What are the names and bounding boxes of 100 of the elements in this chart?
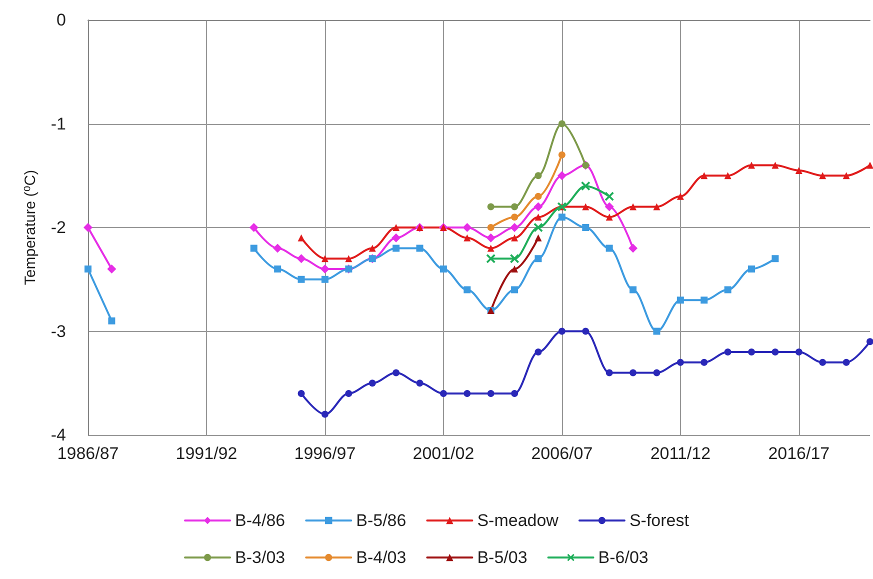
point [440,266,447,272]
point [866,162,873,169]
point [464,286,471,294]
point [416,380,424,387]
y-tick-label: -1 [50,114,66,134]
point [486,254,496,264]
point [534,214,542,221]
point [582,224,590,231]
point [368,380,376,387]
point [108,317,116,324]
point [676,358,684,366]
point [582,203,590,210]
point [653,328,660,335]
point [249,223,258,232]
point [748,162,756,169]
point [604,202,614,212]
point [630,369,637,376]
point [440,390,447,397]
point [795,166,802,174]
point [274,266,282,272]
point [511,390,518,397]
point [107,264,116,274]
point [748,348,756,356]
point [534,192,542,200]
point [700,296,708,304]
point [676,192,684,200]
point [819,172,826,180]
point [558,328,566,335]
point [772,255,779,262]
point [534,223,543,232]
point [464,234,471,242]
y-tick-label: -2 [50,218,66,237]
x-tick-label: 1986/87 [57,444,119,463]
point [606,369,613,376]
legend-label: B-5/03 [477,548,528,567]
point [487,244,494,252]
legend-label: B-5/86 [356,511,406,530]
point [772,348,779,356]
x-tick-label: 2001/02 [412,444,474,463]
x-tick-label: 1996/97 [294,444,356,463]
point [368,244,376,252]
legend-label: B-3/03 [235,548,286,567]
legend-label: B-4/86 [235,511,286,530]
point [511,286,518,294]
point [842,172,850,180]
point [534,202,543,212]
point [795,348,802,356]
y-tick-label: -4 [50,426,66,444]
point [321,276,328,283]
point [511,234,518,242]
point [487,390,494,397]
y-axis-title: Temperature (⁰C) [22,170,39,286]
point [510,254,520,264]
point [321,410,328,418]
point [416,244,424,252]
point [842,358,850,366]
point [487,224,494,231]
point [819,358,826,366]
point [700,172,708,180]
point [298,234,305,242]
point [392,244,400,252]
x-tick-label: 2011/12 [650,444,711,463]
point [84,223,92,232]
point [345,390,352,397]
point [866,338,873,346]
point [772,162,779,169]
point [345,255,352,262]
point [392,369,400,376]
point [724,172,732,180]
point [392,233,401,242]
point [558,120,566,128]
point [392,224,400,231]
point [273,244,282,253]
point [700,358,708,366]
point [487,203,494,210]
point [724,286,732,294]
point [462,223,472,232]
point [84,266,92,272]
point [582,328,590,335]
point [628,244,638,253]
point [606,214,613,221]
point [511,203,518,210]
point [534,172,542,180]
point [298,390,305,397]
legend-label: S-meadow [477,511,560,530]
point [676,296,684,304]
point [558,151,566,158]
x-tick-label: 1991/92 [176,444,238,463]
point [748,266,756,272]
y-tick-label: -3 [50,322,66,341]
point [653,203,660,210]
point [606,244,613,252]
point [320,264,330,274]
point [557,171,566,180]
legend-label: B-6/03 [598,548,648,567]
point [511,214,518,221]
point [296,254,306,264]
point [486,233,496,242]
legend-label: B-4/03 [356,548,406,567]
point [653,369,660,376]
